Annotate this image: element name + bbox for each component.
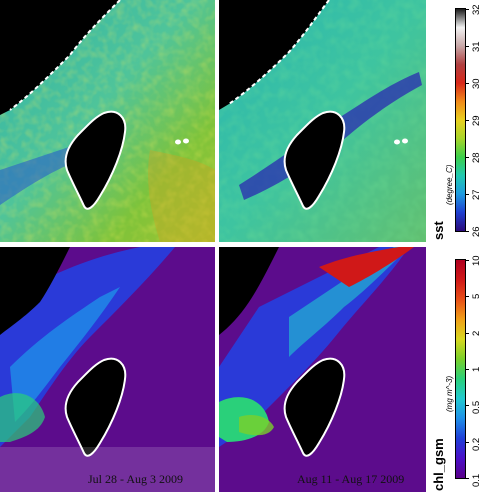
sst-colorbar-unit: (degree_C) xyxy=(445,164,454,205)
colorbar-tick-mark xyxy=(465,46,469,47)
colorbar-tick-label: 0.5 xyxy=(471,401,482,415)
chl-map-aug-svg xyxy=(219,247,426,492)
colorbar-tick-label: 32 xyxy=(471,4,482,15)
chl-colorbar-title: chl_gsm xyxy=(431,438,446,491)
chl-colorbar-unit: (mg m^-3) xyxy=(445,375,454,412)
sst-colorbar-title: sst xyxy=(431,221,446,240)
colorbar-tick-mark xyxy=(465,260,469,261)
colorbar-tick-label: 31 xyxy=(471,41,482,52)
chl-colorbar: chl_gsm (mg m^-3) 0.1 0.2 0.5 1 2 5 10 xyxy=(429,247,483,492)
colorbar-tick-mark xyxy=(465,478,469,479)
colorbar-tick-mark xyxy=(465,369,469,370)
chl-map-aug11-aug17: Aug 11 - Aug 17 2009 xyxy=(219,247,426,492)
colorbar-tick-label: 0.1 xyxy=(471,473,482,487)
colorbar-tick-label: 2 xyxy=(471,330,482,336)
colorbar-tick-label: 26 xyxy=(471,226,482,237)
sst-map-jul28-aug3 xyxy=(0,0,215,242)
sst-map-aug-svg xyxy=(219,0,426,242)
chl-period-label-jul: Jul 28 - Aug 3 2009 xyxy=(88,472,184,486)
sst-map-jul-svg xyxy=(0,0,215,242)
colorbar-tick-label: 29 xyxy=(471,115,482,126)
colorbar-tick-mark xyxy=(465,157,469,158)
chl-map-jul28-aug3: Jul 28 - Aug 3 2009 xyxy=(0,247,215,492)
colorbar-tick-mark xyxy=(465,120,469,121)
colorbar-tick-label: 27 xyxy=(471,189,482,200)
colorbar-tick-mark xyxy=(465,231,469,232)
chl-map-jul-svg xyxy=(0,247,215,492)
colorbar-tick-mark xyxy=(465,296,469,298)
colorbar-tick-label: 28 xyxy=(471,152,482,163)
colorbar-tick-label: 1 xyxy=(471,366,482,372)
colorbar-tick-mark xyxy=(465,83,469,84)
colorbar-tick-label: 0.2 xyxy=(471,437,482,451)
colorbar-tick-mark xyxy=(465,332,469,334)
chl-period-label-aug: Aug 11 - Aug 17 2009 xyxy=(297,472,405,486)
colorbar-tick-label: 5 xyxy=(471,294,482,300)
colorbar-tick-label: 30 xyxy=(471,78,482,89)
colorbar-tick-mark xyxy=(465,441,469,443)
colorbar-tick-label: 10 xyxy=(471,255,482,266)
sst-map-aug11-aug17 xyxy=(219,0,426,242)
sst-colorbar: sst (degree_C) 26 27 28 29 30 31 32 xyxy=(429,0,483,242)
colorbar-tick-mark xyxy=(465,405,469,407)
colorbar-tick-mark xyxy=(465,194,469,195)
colorbar-tick-mark xyxy=(465,9,469,10)
